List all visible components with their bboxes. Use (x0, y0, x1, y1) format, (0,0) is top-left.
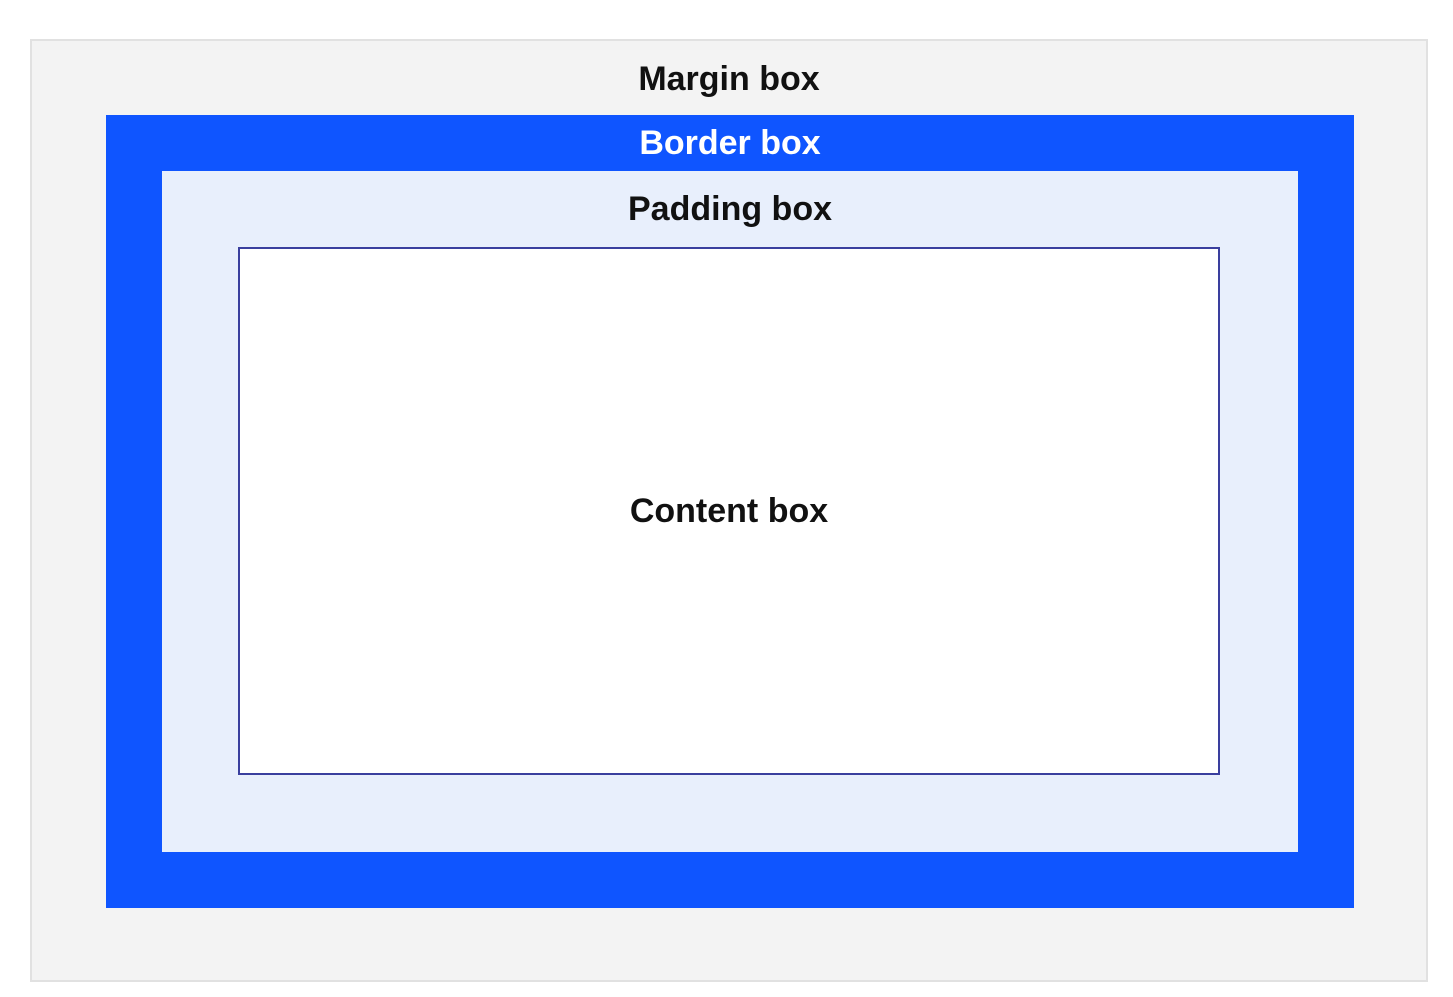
content-box: Content box (238, 247, 1220, 775)
padding-box: Padding box Content box (162, 171, 1298, 852)
content-box-label: Content box (629, 492, 829, 530)
margin-box-label: Margin box (638, 60, 820, 98)
border-box: Border box Padding box Content box (106, 115, 1354, 908)
border-box-label: Border box (639, 124, 821, 162)
margin-box: Margin box Border box Padding box Conten… (30, 39, 1428, 982)
padding-box-label: Padding box (628, 190, 832, 228)
